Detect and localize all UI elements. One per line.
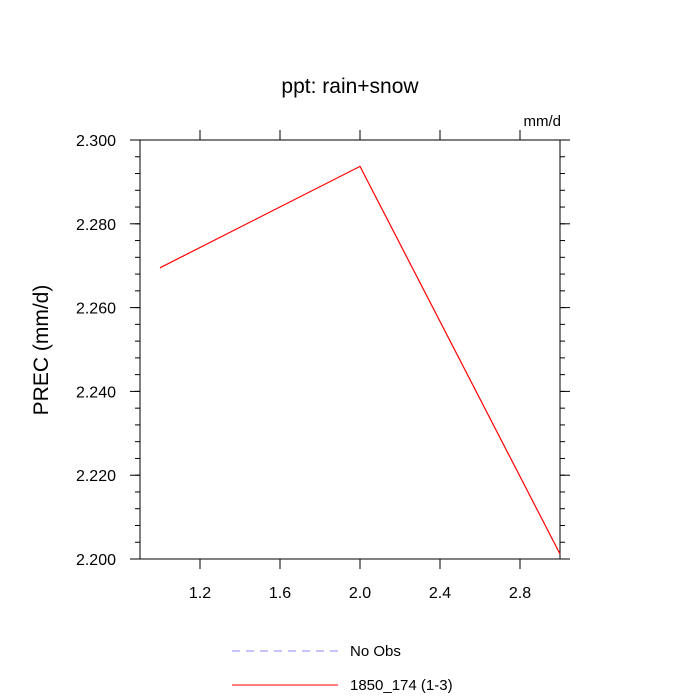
x-tick-label: 1.6 [269, 585, 291, 602]
y-tick-label: 2.220 [76, 468, 116, 485]
y-tick-label: 2.240 [76, 384, 116, 401]
legend-label: No Obs [350, 643, 401, 660]
series-layer [159, 165, 561, 555]
x-tick-label: 1.2 [189, 585, 211, 602]
legend: No Obs 1850_174 (1-3) [232, 643, 453, 694]
y-tick-label: 2.280 [76, 217, 116, 234]
x-tick-label: 2.4 [429, 585, 451, 602]
y-tick-label: 2.260 [76, 301, 116, 318]
units-label: mm/d [524, 113, 562, 130]
axes: 1.2 1.6 2.0 2.4 2.8 2.200 2.220 2.240 2.260 2.280… [76, 130, 570, 602]
y-tick-label: 2.200 [76, 552, 116, 569]
x-tick-label: 2.8 [509, 585, 531, 602]
chart-title: ppt: rain+snow [281, 75, 419, 98]
series-line [159, 165, 561, 555]
plot-frame [139, 139, 561, 560]
y-tick-label: 2.300 [76, 133, 116, 150]
x-tick-label: 2.0 [349, 585, 371, 602]
y-axis-label: PREC (mm/d) [30, 285, 53, 416]
legend-label: 1850_174 (1-3) [350, 677, 453, 694]
